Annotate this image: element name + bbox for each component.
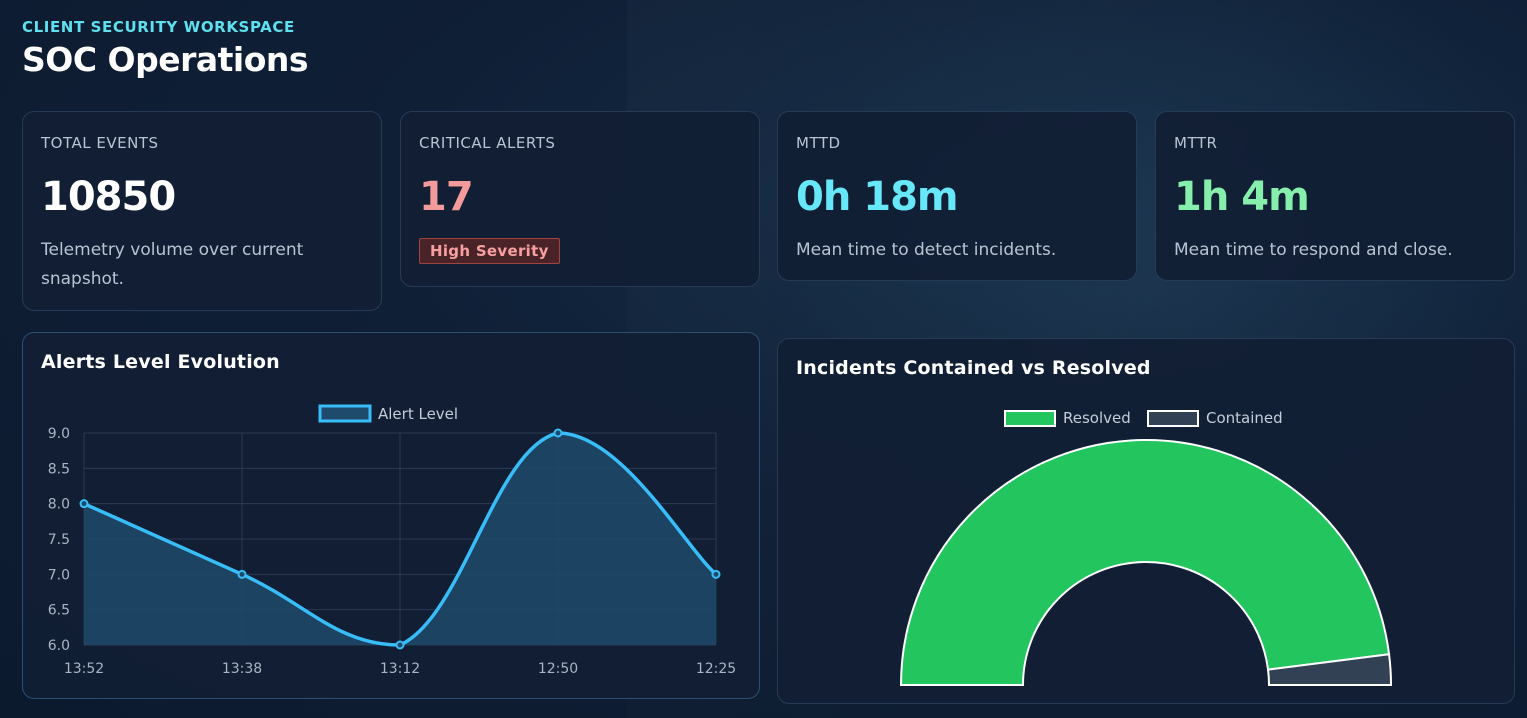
- chart-legend: Alert Level: [318, 404, 458, 423]
- kpi-value: 0h 18m: [796, 174, 959, 220]
- data-point: [237, 569, 247, 579]
- alerts-level-line-chart: Alert Level 9.0 8.5 8.0 7.5 7.0 6.5 6.0 13:52 13:…: [48, 404, 736, 677]
- kpi-value: 17: [419, 174, 474, 220]
- kpi-value: 1h 4m: [1174, 174, 1310, 220]
- severity-badge: High Severity: [419, 238, 560, 264]
- y-tick-label: 8.5: [48, 461, 70, 477]
- legend-label-contained: Contained: [1206, 409, 1283, 427]
- chart-title: Alerts Level Evolution: [41, 351, 280, 373]
- alerts-level-chart-card: Alerts Level Evolution Alert Level 9.0 8.5…: [22, 332, 760, 699]
- kpi-description: Mean time to detect incidents.: [796, 236, 1118, 265]
- chart-legend: Resolved Contained: [1004, 409, 1283, 427]
- workspace-label: CLIENT SECURITY WORKSPACE: [22, 18, 295, 36]
- y-tick-label: 9.0: [48, 426, 70, 442]
- kpi-label: TOTAL EVENTS: [41, 134, 159, 152]
- kpi-label: MTTD: [796, 134, 841, 152]
- y-tick-label: 6.0: [48, 638, 70, 654]
- kpi-card-total-events: TOTAL EVENTS 10850 Telemetry volume over…: [22, 111, 382, 311]
- data-point: [553, 428, 563, 438]
- kpi-card-mttr: MTTR 1h 4m Mean time to respond and clos…: [1155, 111, 1515, 281]
- kpi-card-critical-alerts: CRITICAL ALERTS 17 High Severity: [400, 111, 760, 287]
- data-point: [79, 499, 89, 509]
- kpi-description-line: Telemetry volume over current: [41, 240, 304, 260]
- kpi-description: Telemetry volume over current snapshot.: [41, 236, 363, 294]
- incidents-gauge-chart: Resolved Contained: [899, 409, 1393, 686]
- chart-title: Incidents Contained vs Resolved: [796, 357, 1151, 379]
- slice-resolved: [899, 439, 1391, 686]
- kpi-card-mttd: MTTD 0h 18m Mean time to detect incident…: [777, 111, 1137, 281]
- data-point: [395, 640, 405, 650]
- x-tick-label: 12:25: [696, 661, 736, 677]
- x-tick-label: 13:38: [222, 661, 262, 677]
- kpi-value: 10850: [41, 174, 176, 220]
- incidents-chart-card: Incidents Contained vs Resolved Resolved…: [777, 338, 1515, 704]
- legend-label-resolved: Resolved: [1063, 409, 1131, 427]
- page-title: SOC Operations: [22, 40, 309, 79]
- data-point: [711, 569, 721, 579]
- kpi-description: Mean time to respond and close.: [1174, 236, 1496, 265]
- legend-swatch: [318, 404, 372, 423]
- legend-label: Alert Level: [378, 405, 458, 423]
- x-tick-label: 13:52: [64, 661, 104, 677]
- kpi-description-line: Mean time to respond and close.: [1174, 240, 1453, 260]
- series-line: [83, 431, 718, 647]
- y-tick-label: 7.0: [48, 567, 70, 583]
- x-tick-label: 12:50: [538, 661, 578, 677]
- series-area: [84, 433, 716, 645]
- y-tick-label: 6.5: [48, 603, 70, 619]
- page-header: CLIENT SECURITY WORKSPACE SOC Operations: [22, 18, 309, 79]
- slice-contained: [1266, 653, 1393, 686]
- y-tick-label: 7.5: [48, 532, 70, 548]
- legend-swatch-contained: [1147, 410, 1199, 427]
- kpi-description-line: snapshot.: [41, 269, 124, 289]
- kpi-label: CRITICAL ALERTS: [419, 134, 556, 152]
- legend-swatch-resolved: [1004, 410, 1056, 427]
- kpi-label: MTTR: [1174, 134, 1218, 152]
- x-tick-label: 13:12: [380, 661, 420, 677]
- y-tick-label: 8.0: [48, 497, 70, 513]
- kpi-description-line: Mean time to detect incidents.: [796, 240, 1057, 260]
